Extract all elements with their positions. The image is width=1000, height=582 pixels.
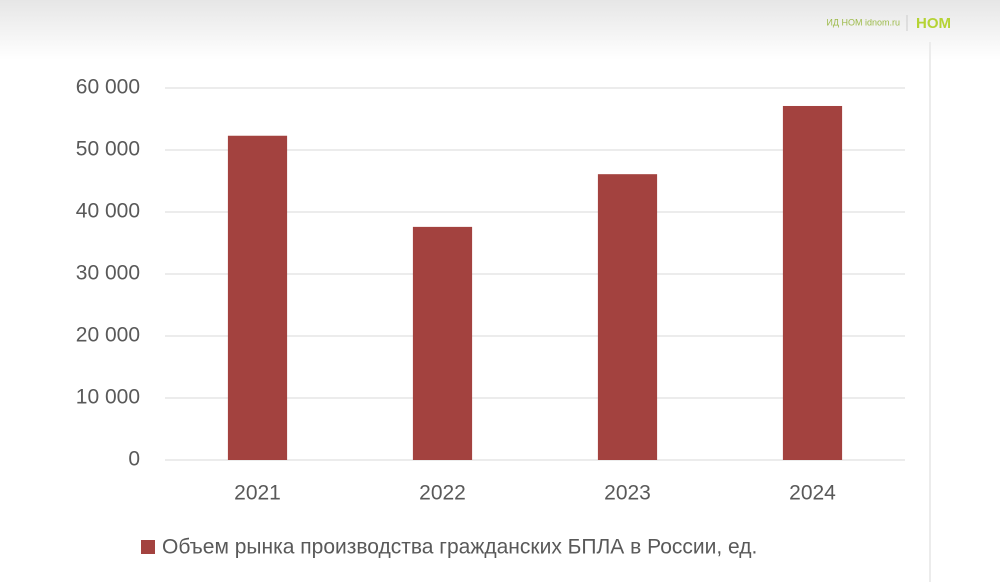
y-tick-label: 40 000 (76, 200, 140, 223)
bar (412, 226, 473, 460)
y-tick-label: 20 000 (76, 324, 140, 347)
x-tick-label: 2024 (789, 482, 836, 505)
header-band (0, 0, 1000, 60)
y-tick-label: 0 (128, 448, 140, 471)
bar (597, 174, 658, 460)
bar (227, 135, 288, 461)
x-tick-label: 2023 (604, 482, 651, 505)
y-tick-label: 50 000 (76, 138, 140, 161)
y-tick-label: 30 000 (76, 262, 140, 285)
legend-label: Объем рынка производства гражданских БПЛ… (162, 536, 757, 559)
y-tick-label: 60 000 (76, 76, 140, 99)
x-tick-label: 2022 (419, 482, 466, 505)
legend-swatch (141, 540, 155, 554)
brand-source: ИД НОМ idnom.ru (826, 17, 900, 27)
y-tick-label: 10 000 (76, 386, 140, 409)
brand-logo: НОМ (916, 15, 951, 32)
x-tick-label: 2021 (234, 482, 281, 505)
bar (782, 105, 843, 460)
